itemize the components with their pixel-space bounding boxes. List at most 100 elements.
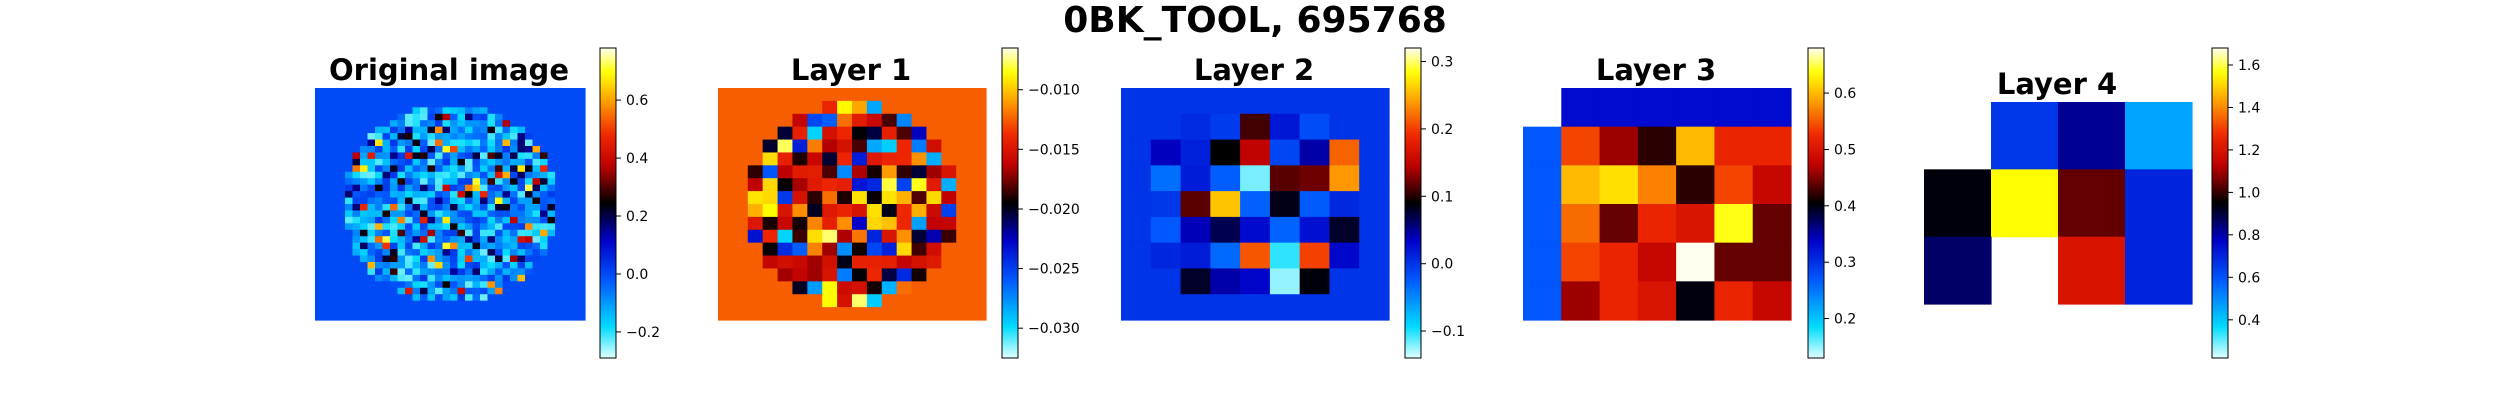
heatmap-cell	[375, 178, 384, 186]
heatmap-cell	[322, 313, 331, 321]
heatmap-cell	[941, 126, 957, 141]
heatmap-cell	[360, 236, 369, 244]
heatmap-cell	[345, 236, 354, 244]
heatmap-cell	[480, 281, 489, 289]
heatmap-cell	[345, 94, 354, 102]
heatmap-cell	[502, 191, 511, 199]
heatmap-cell	[390, 255, 399, 263]
heatmap-cell	[747, 100, 764, 115]
heatmap-cell	[570, 281, 579, 289]
heatmap-cell	[881, 126, 898, 141]
heatmap-cell	[375, 120, 384, 128]
heatmap-cell	[956, 165, 972, 179]
heatmap-cell	[352, 294, 361, 302]
heatmap-cell	[911, 178, 928, 192]
heatmap-cell	[322, 165, 331, 173]
heatmap-cell	[442, 165, 451, 173]
heatmap-cell	[442, 88, 451, 96]
heatmap-cell	[397, 210, 406, 218]
heatmap-cell	[555, 223, 564, 231]
heatmap-cell	[330, 107, 339, 115]
heatmap-cell	[472, 204, 481, 212]
heatmap-cell	[382, 165, 391, 173]
heatmap-cell	[762, 152, 779, 166]
heatmap-cell	[480, 262, 489, 270]
heatmap-cell	[465, 242, 474, 250]
heatmap-cell	[1561, 281, 1601, 321]
heatmap-cell	[427, 229, 436, 237]
heatmap-cell	[926, 204, 942, 218]
heatmap-cell	[390, 223, 399, 231]
heatmap-cell	[896, 229, 913, 244]
heatmap-cell	[382, 268, 391, 276]
heatmap-cell	[390, 184, 399, 192]
heatmap-cell	[465, 236, 474, 244]
heatmap-cell	[941, 268, 957, 282]
heatmap-cell	[450, 197, 459, 205]
heatmap-cell	[412, 94, 421, 102]
heatmap-cell	[547, 178, 556, 186]
heatmap-cell	[502, 274, 511, 282]
heatmap-cell	[510, 197, 519, 205]
heatmap-cell	[822, 113, 838, 128]
heatmap-cell	[442, 216, 451, 224]
heatmap-cell	[822, 165, 838, 179]
heatmap-cell	[941, 88, 957, 102]
heatmap-cell	[547, 210, 556, 218]
heatmap-cell	[837, 126, 853, 141]
heatmap-cell	[420, 307, 429, 315]
heatmap-cell	[547, 94, 556, 102]
heatmap-cell	[330, 158, 339, 166]
heatmap-cell	[367, 294, 376, 302]
heatmap-cell	[822, 88, 838, 102]
heatmap-cell	[525, 262, 534, 270]
heatmap-cell	[762, 178, 779, 192]
heatmap-cell	[732, 307, 749, 321]
heatmap-cell	[762, 191, 779, 205]
heatmap-cell	[495, 216, 504, 224]
heatmap-cell	[532, 300, 541, 308]
heatmap-cell	[465, 120, 474, 128]
heatmap-cell	[777, 152, 794, 166]
heatmap-cell	[382, 249, 391, 257]
heatmap-cell	[412, 229, 421, 237]
heatmap-cell	[367, 152, 376, 160]
heatmap-cell	[532, 158, 541, 166]
heatmap-cell	[405, 88, 414, 96]
heatmap-cell	[435, 223, 444, 231]
heatmap-cell	[807, 204, 823, 218]
heatmap-cell	[547, 133, 556, 141]
heatmap-cell	[420, 178, 429, 186]
heatmap-cell	[442, 133, 451, 141]
heatmap-cell	[577, 139, 586, 147]
heatmap-cell	[510, 191, 519, 199]
heatmap-cell	[315, 216, 324, 224]
heatmap-cell	[405, 300, 414, 308]
heatmap-cell	[792, 88, 808, 102]
heatmap-cell	[390, 216, 399, 224]
heatmap-cell	[465, 139, 474, 147]
heatmap-cell	[570, 197, 579, 205]
heatmap-cell	[762, 100, 779, 115]
heatmap-cell	[487, 88, 496, 96]
heatmap-cell	[487, 268, 496, 276]
heatmap-cell	[480, 94, 489, 102]
heatmap-cell	[397, 107, 406, 115]
heatmap-cell	[360, 139, 369, 147]
heatmap-cell	[360, 268, 369, 276]
heatmap-cell	[570, 126, 579, 134]
heatmap-cell	[540, 242, 549, 250]
heatmap-cell	[360, 171, 369, 179]
heatmap-cell	[390, 146, 399, 154]
heatmap-cell	[2058, 169, 2126, 238]
heatmap-cell	[337, 139, 346, 147]
heatmap-cell	[525, 107, 534, 115]
heatmap-cell	[465, 94, 474, 102]
heatmap-cell	[547, 152, 556, 160]
heatmap-cell	[375, 107, 384, 115]
heatmap-cell	[322, 307, 331, 315]
heatmap-cell	[570, 139, 579, 147]
heatmap-cell	[562, 146, 571, 154]
heatmap-cell	[525, 171, 534, 179]
heatmap-cell	[852, 139, 868, 154]
